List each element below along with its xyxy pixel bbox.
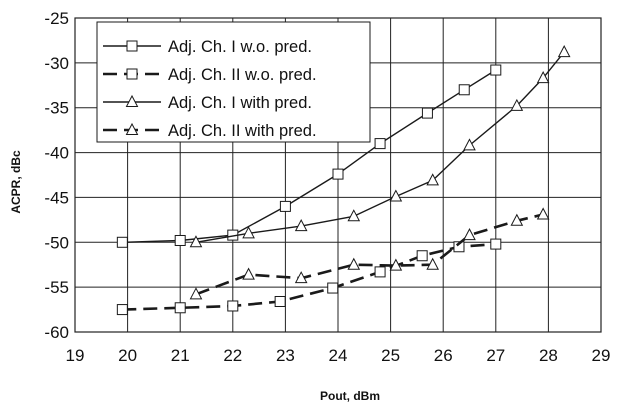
data-point [116,304,128,316]
data-point [510,98,524,111]
series-3 [189,45,571,248]
legend-entry: Adj. Ch. II w.o. pred. [103,66,317,84]
x-tick-label: 26 [434,346,453,365]
x-tick-label: 27 [486,346,505,365]
triangle-marker-icon [125,94,139,107]
data-point [332,168,344,180]
y-tick-label: -45 [44,188,69,207]
data-point [242,267,255,280]
legend: Adj. Ch. I w.o. pred. Adj. Ch. II w.o. pr… [96,21,371,143]
data-point [374,138,386,150]
data-point [416,250,428,262]
data-point [557,45,571,58]
data-point [458,84,470,96]
y-tick-label: -50 [44,233,69,252]
x-tick-label: 24 [329,346,348,365]
y-tick-label: -55 [44,278,69,297]
axes [74,17,602,333]
data-point [453,241,465,253]
series-2 [116,238,502,316]
x-tick-label: 21 [171,346,190,365]
data-point [490,64,502,76]
y-tick-label: -30 [44,54,69,73]
legend-label: Adj. Ch. I w.o. pred. [168,38,312,56]
series-line [195,213,544,296]
data-point [189,235,203,248]
y-axis-title: ACPR, dBc [9,150,23,214]
x-axis-title: Pout, dBm [320,389,380,403]
legend-label: Adj. Ch. II w.o. pred. [168,66,317,84]
legend-entry: Adj. Ch. II with pred. [103,122,317,140]
data-point [242,226,255,239]
data-point [463,228,476,241]
legend-label: Adj. Ch. I with pred. [168,94,312,112]
data-point [426,257,440,270]
data-point [374,266,386,278]
data-point [294,219,308,232]
tick-labels: 19 20 21 22 23 24 25 26 27 28 29 -60 -55 -50 -45 -40 -35… [44,9,610,365]
x-tick-label: 23 [276,346,295,365]
data-point [174,302,186,314]
data-point [116,236,128,248]
data-point [536,207,550,220]
data-point [347,209,361,222]
x-tick-label: 28 [539,346,558,365]
y-tick-label: -25 [44,9,69,28]
data-point [274,295,286,307]
data-point [227,300,239,312]
data-point [389,189,403,202]
x-tick-label: 19 [66,346,85,365]
data-point [421,107,433,119]
square-marker-icon [126,40,138,52]
data-point [327,282,339,294]
square-marker-icon [126,68,138,80]
data-point [294,271,308,284]
x-tick-label: 22 [223,346,242,365]
data-point [279,200,291,212]
data-point [347,257,361,270]
data-point [510,213,524,226]
series-line [195,51,565,243]
series-4 [189,207,550,300]
y-tick-label: -60 [44,323,69,342]
data-point [490,238,502,250]
x-tick-label: 20 [118,346,137,365]
y-tick-label: -40 [44,144,69,163]
legend-entry: Adj. Ch. I with pred. [103,94,312,112]
data-point [189,287,203,300]
data-point [389,258,403,271]
plot-frame [74,17,602,333]
data-point [463,138,476,151]
legend-box [96,21,371,143]
data-point [426,173,440,186]
x-tick-label: 29 [592,346,611,365]
data-point [536,71,550,84]
legend-entry: Adj. Ch. I w.o. pred. [103,38,312,56]
x-tick-label: 25 [381,346,400,365]
y-tick-label: -35 [44,99,69,118]
legend-label: Adj. Ch. II with pred. [168,122,317,140]
data-point [174,234,186,246]
triangle-marker-icon [125,122,139,135]
data-series [116,45,571,316]
